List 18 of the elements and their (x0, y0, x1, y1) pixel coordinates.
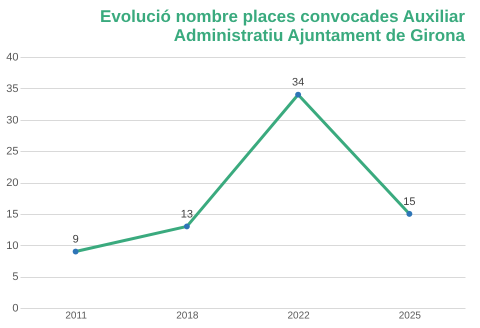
y-tick-label: 30 (6, 114, 18, 126)
data-label: 15 (403, 196, 416, 208)
x-tick-label: 2011 (65, 310, 88, 322)
y-tick-label: 35 (6, 82, 18, 95)
y-tick-label: 25 (6, 146, 18, 158)
data-label: 9 (72, 234, 79, 246)
y-tick-label: 10 (6, 240, 18, 252)
y-tick-label: 20 (6, 177, 18, 189)
chart-title: Evolució nombre places convocades Auxiliar Administratiu Ajuntament de Girona (100, 7, 466, 45)
y-tick-label: 0 (12, 302, 18, 314)
x-tick-label: 2018 (176, 310, 199, 322)
data-label: 13 (180, 208, 193, 220)
x-tick-label: 2025 (398, 310, 422, 322)
x-tick-label: 2022 (288, 310, 310, 322)
y-tick-label: 40 (6, 52, 18, 64)
data-label: 34 (292, 76, 304, 89)
y-tick-label: 5 (12, 271, 18, 284)
y-tick-label: 15 (6, 208, 18, 220)
